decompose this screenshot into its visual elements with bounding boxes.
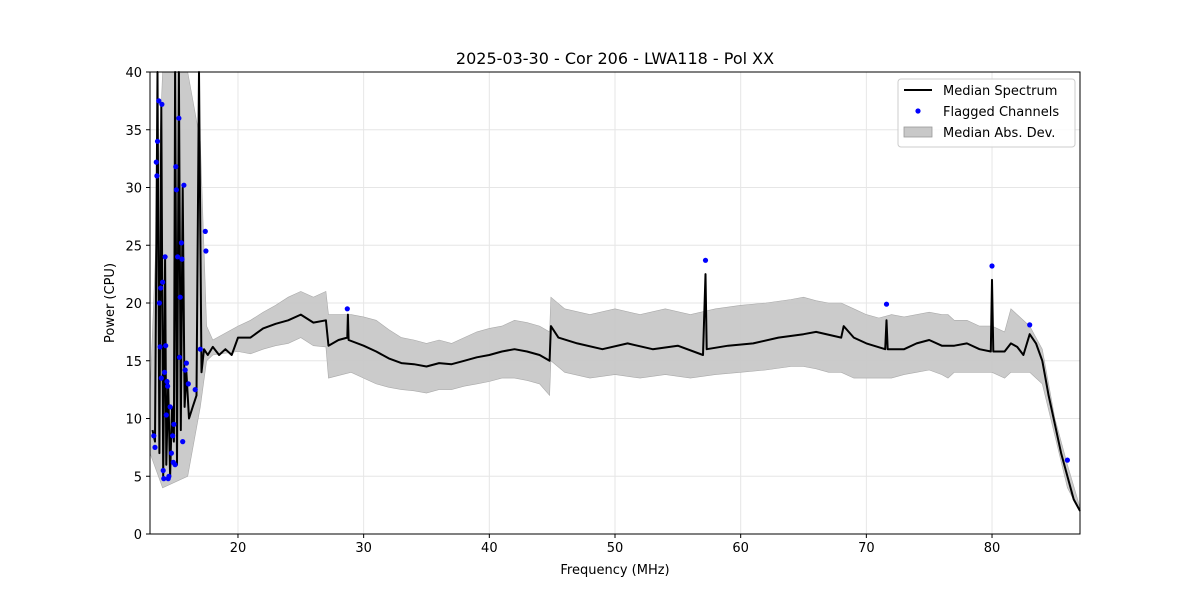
flagged-channel-point (177, 294, 183, 300)
x-tick-label: 60 (732, 541, 749, 556)
flagged-channel-point (183, 360, 189, 366)
x-axis-label: Frequency (MHz) (560, 563, 669, 578)
flagged-channel-point (173, 187, 179, 193)
flagged-channel-point (165, 383, 171, 389)
flagged-channel-point (151, 433, 157, 439)
legend-frame (897, 78, 1076, 148)
y-tick-label: 35 (125, 124, 142, 139)
flagged-channel-point (157, 344, 163, 350)
x-tick-label: 40 (481, 541, 498, 556)
flagged-channel-point (166, 473, 172, 479)
axis-ticks: 20 30 40 50 60 70 80 0 5 10 15 20 25 30 35 40 (125, 66, 1000, 556)
flagged-channel-point (160, 467, 166, 474)
flagged-channel-point (161, 476, 167, 482)
flagged-channel-point (175, 254, 181, 260)
legend-marker-swatch (915, 108, 921, 114)
flagged-channel-point (158, 285, 164, 291)
flagged-channel-point (160, 279, 166, 285)
flagged-channel-point (167, 404, 173, 410)
legend-item-median-abs-dev: Median Abs. Dev. (943, 126, 1055, 141)
x-tick-label: 80 (984, 541, 1001, 556)
y-axis-label: Power (CPU) (103, 263, 118, 343)
flagged-channel-point (163, 343, 169, 349)
flagged-channel-point (989, 263, 995, 269)
flagged-channel-point (172, 462, 178, 468)
flagged-channel-point (161, 369, 168, 375)
y-tick-label: 30 (125, 182, 142, 197)
plot-area (149, 71, 1081, 513)
flagged-channel-point (152, 444, 158, 450)
x-tick-label: 20 (230, 541, 247, 556)
flagged-channel-point (163, 412, 169, 418)
flagged-channel-point (179, 256, 185, 262)
flagged-channel-point (344, 306, 350, 312)
flagged-channel-point (182, 367, 188, 373)
flagged-channel-point (702, 257, 709, 263)
flagged-channel-point (203, 248, 209, 254)
flagged-channel-point (173, 164, 179, 170)
flagged-channel-point (197, 346, 203, 352)
x-tick-label: 30 (355, 541, 372, 556)
flagged-channel-point (180, 439, 186, 445)
flagged-channel-point (153, 159, 159, 165)
flagged-channel-point (156, 98, 162, 104)
flagged-channel-point (181, 182, 187, 188)
y-tick-label: 40 (125, 66, 142, 81)
legend-item-flagged-channels: Flagged Channels (943, 105, 1059, 120)
flagged-channel-point (176, 115, 182, 121)
flagged-channel-point (202, 228, 208, 234)
flagged-channel-point (185, 381, 191, 387)
flagged-channel-point (192, 387, 198, 393)
flagged-channel-point (164, 378, 170, 385)
flagged-channel-point (156, 300, 162, 306)
legend: Median Spectrum Flagged Channels Median … (897, 78, 1076, 148)
flagged-channel-point (1064, 457, 1070, 463)
flagged-channel-point (159, 101, 165, 107)
chart-title: 2025-03-30 - Cor 206 - LWA118 - Pol XX (456, 49, 774, 68)
y-tick-label: 25 (125, 239, 142, 254)
flagged-channel-point (162, 254, 168, 260)
flagged-channel-point (154, 173, 160, 179)
x-tick-label: 50 (607, 541, 624, 556)
legend-patch-swatch (903, 126, 933, 138)
y-tick-label: 0 (134, 528, 142, 543)
flagged-channel-point (176, 354, 183, 360)
flagged-channel-point (171, 421, 177, 427)
flagged-channel-point (178, 240, 184, 246)
y-tick-label: 10 (125, 413, 142, 428)
flagged-channel-point (170, 433, 176, 439)
legend-item-median-spectrum: Median Spectrum (943, 84, 1057, 99)
median-spectrum-line (151, 71, 1081, 512)
x-tick-label: 70 (858, 541, 875, 556)
flagged-channel-point (1027, 322, 1033, 328)
y-tick-label: 20 (125, 297, 142, 312)
y-tick-label: 5 (134, 470, 142, 485)
flagged-channel-point (158, 375, 164, 381)
y-tick-label: 15 (125, 355, 142, 370)
flagged-channel-point (168, 450, 174, 456)
flagged-channel-point (883, 301, 890, 307)
flagged-channel-point (154, 138, 161, 144)
